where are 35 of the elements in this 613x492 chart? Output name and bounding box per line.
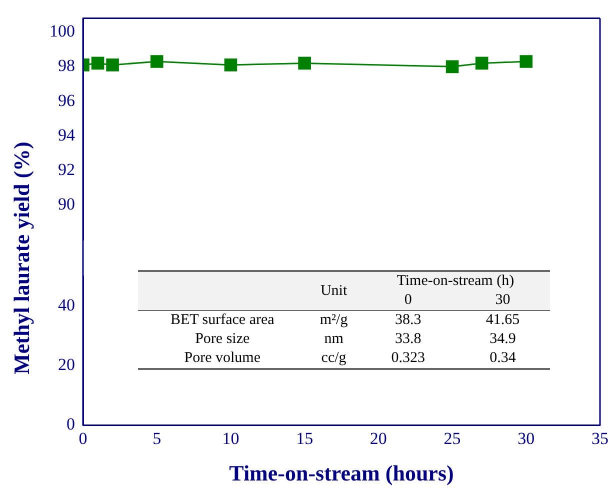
- x-axis-title: Time-on-stream (hours): [229, 460, 454, 486]
- annotation: cc/g: [306, 349, 361, 369]
- y-tick-label: 96: [58, 90, 75, 110]
- annotation: 33.8: [394, 330, 422, 349]
- annotation: Pore volume: [138, 349, 307, 369]
- annotation: m²/g: [306, 310, 361, 330]
- x-tick-label: 0: [78, 428, 88, 448]
- annotation: Time-on-stream (h): [360, 271, 550, 291]
- y-tick-label: 92: [58, 160, 75, 180]
- y-tick-label: 90: [58, 194, 75, 214]
- y-tick-label: 100: [50, 22, 75, 41]
- annotation: 34.9: [488, 330, 517, 349]
- x-tick-label: 25: [444, 428, 461, 448]
- y-tick-label: 98: [58, 56, 75, 76]
- x-tick-label: 10: [222, 428, 240, 448]
- x-tick-label: 30: [518, 428, 535, 448]
- annotation: 0: [360, 291, 456, 310]
- annotation: 0.34: [455, 349, 550, 369]
- annotation: Unit: [306, 271, 361, 310]
- x-tick-label: 5: [152, 428, 162, 448]
- y-tick-label: 94: [58, 125, 76, 144]
- annotation: 30: [455, 291, 550, 310]
- annotation: nm: [323, 330, 344, 349]
- annotation: Pore size: [194, 330, 251, 349]
- y-tick-label: 0: [66, 414, 75, 434]
- y-tick-label: 40: [58, 295, 75, 314]
- y-axis-title: Methyl laurate yield (%): [9, 142, 35, 374]
- annotation: 0.323: [360, 349, 456, 369]
- annotation: 38.3: [360, 310, 456, 330]
- x-tick-label: 20: [370, 428, 387, 448]
- x-tick-label: 35: [592, 428, 608, 448]
- y-tick-label: 20: [58, 355, 75, 374]
- annotation: 41.65: [455, 310, 550, 330]
- annotation: BET surface area: [138, 310, 307, 330]
- x-tick-label: 15: [296, 428, 314, 448]
